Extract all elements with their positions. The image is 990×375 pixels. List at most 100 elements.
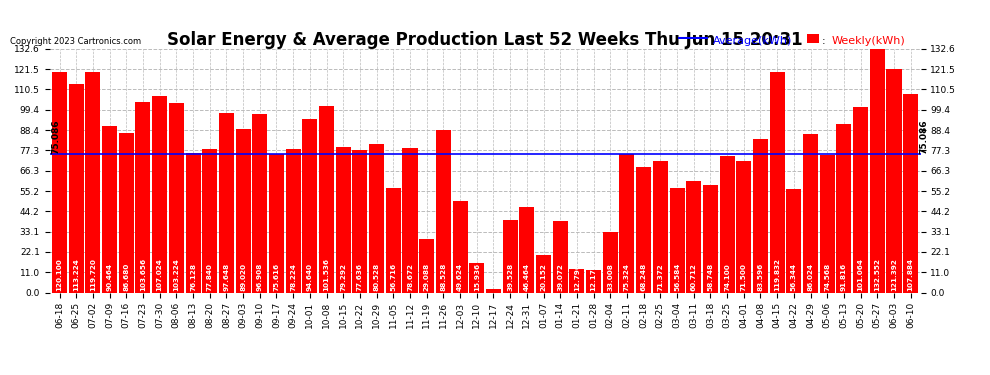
Text: 103.656: 103.656 — [140, 258, 146, 291]
Text: :: : — [822, 36, 826, 46]
Text: 75.616: 75.616 — [273, 262, 279, 291]
Bar — [503, 220, 518, 292]
Bar — [136, 102, 150, 292]
Bar — [403, 148, 418, 292]
Text: 113.224: 113.224 — [73, 258, 79, 291]
Text: 75.086: 75.086 — [51, 120, 60, 154]
Text: Weekly(kWh): Weekly(kWh) — [832, 36, 905, 46]
Bar — [786, 189, 801, 292]
Text: 101.064: 101.064 — [857, 258, 863, 291]
Bar — [569, 269, 584, 292]
Bar — [269, 153, 284, 292]
Bar — [352, 150, 367, 292]
Text: 120.100: 120.100 — [56, 258, 62, 291]
Bar — [652, 161, 668, 292]
Bar — [469, 263, 484, 292]
Text: 39.072: 39.072 — [557, 263, 563, 291]
Text: 107.884: 107.884 — [908, 258, 914, 291]
Text: 60.712: 60.712 — [691, 263, 697, 291]
Bar — [520, 207, 535, 292]
Bar — [85, 72, 100, 292]
Bar — [386, 188, 401, 292]
Text: 96.908: 96.908 — [256, 262, 262, 291]
Text: 83.596: 83.596 — [757, 262, 763, 291]
Bar — [603, 232, 618, 292]
Bar — [286, 149, 301, 292]
Text: 68.248: 68.248 — [641, 262, 646, 291]
Bar — [252, 114, 267, 292]
Bar — [903, 94, 918, 292]
Text: 29.088: 29.088 — [424, 262, 430, 291]
Text: 71.500: 71.500 — [741, 263, 746, 291]
Text: 79.292: 79.292 — [341, 262, 346, 291]
Text: 132.552: 132.552 — [874, 258, 880, 291]
Bar — [669, 189, 684, 292]
Bar — [886, 69, 902, 292]
Text: 76.128: 76.128 — [190, 262, 196, 291]
Bar — [436, 130, 450, 292]
Bar — [686, 181, 701, 292]
Text: 75.086: 75.086 — [919, 120, 928, 154]
Text: 49.624: 49.624 — [457, 262, 463, 291]
Bar — [236, 129, 250, 292]
Text: 103.224: 103.224 — [173, 258, 179, 291]
Bar — [820, 155, 835, 292]
Text: 101.536: 101.536 — [324, 258, 330, 291]
Text: 119.832: 119.832 — [774, 258, 780, 291]
Text: 56.584: 56.584 — [674, 262, 680, 291]
Text: Average(kWh): Average(kWh) — [713, 36, 792, 46]
Text: 12.796: 12.796 — [574, 262, 580, 291]
Text: 86.024: 86.024 — [808, 262, 814, 291]
Text: 89.020: 89.020 — [241, 262, 247, 291]
Text: 78.224: 78.224 — [290, 263, 296, 291]
Text: 74.100: 74.100 — [724, 263, 730, 291]
Bar — [486, 289, 501, 292]
Text: 107.024: 107.024 — [156, 258, 162, 291]
Bar — [119, 133, 134, 292]
Bar — [336, 147, 350, 292]
Text: 97.648: 97.648 — [224, 262, 230, 291]
Bar — [720, 156, 735, 292]
Bar — [703, 184, 718, 292]
Text: 56.344: 56.344 — [791, 262, 797, 291]
Text: 56.716: 56.716 — [390, 262, 396, 291]
FancyBboxPatch shape — [807, 34, 819, 43]
Bar — [620, 154, 635, 292]
Text: 75.324: 75.324 — [624, 263, 630, 291]
Bar — [753, 139, 768, 292]
Bar — [637, 167, 651, 292]
Text: 39.528: 39.528 — [507, 262, 513, 291]
Bar — [536, 255, 551, 292]
Bar — [803, 134, 818, 292]
Bar — [837, 124, 851, 292]
Bar — [52, 72, 67, 292]
Bar — [152, 96, 167, 292]
Text: 77.636: 77.636 — [357, 262, 363, 291]
Text: 91.816: 91.816 — [841, 262, 846, 291]
Bar — [769, 72, 785, 292]
Bar — [586, 270, 601, 292]
Text: 119.720: 119.720 — [90, 258, 96, 291]
Text: 71.372: 71.372 — [657, 263, 663, 291]
Bar — [369, 144, 384, 292]
Bar — [302, 118, 318, 292]
Text: 20.152: 20.152 — [541, 263, 546, 291]
Bar — [319, 106, 334, 292]
Text: 12.176: 12.176 — [591, 263, 597, 291]
Bar — [102, 126, 117, 292]
Bar — [185, 153, 201, 292]
Text: Copyright 2023 Cartronics.com: Copyright 2023 Cartronics.com — [10, 38, 141, 46]
Text: 121.392: 121.392 — [891, 258, 897, 291]
Bar — [169, 103, 184, 292]
Text: 86.680: 86.680 — [124, 262, 130, 291]
Text: 77.840: 77.840 — [207, 263, 213, 291]
Bar — [419, 239, 435, 292]
Text: 88.528: 88.528 — [441, 262, 446, 291]
Bar — [219, 113, 234, 292]
Text: 46.464: 46.464 — [524, 262, 530, 291]
Text: 80.528: 80.528 — [373, 262, 379, 291]
Text: 90.464: 90.464 — [107, 262, 113, 291]
Bar — [202, 149, 217, 292]
Text: 15.936: 15.936 — [474, 262, 480, 291]
Text: 58.748: 58.748 — [708, 262, 714, 291]
